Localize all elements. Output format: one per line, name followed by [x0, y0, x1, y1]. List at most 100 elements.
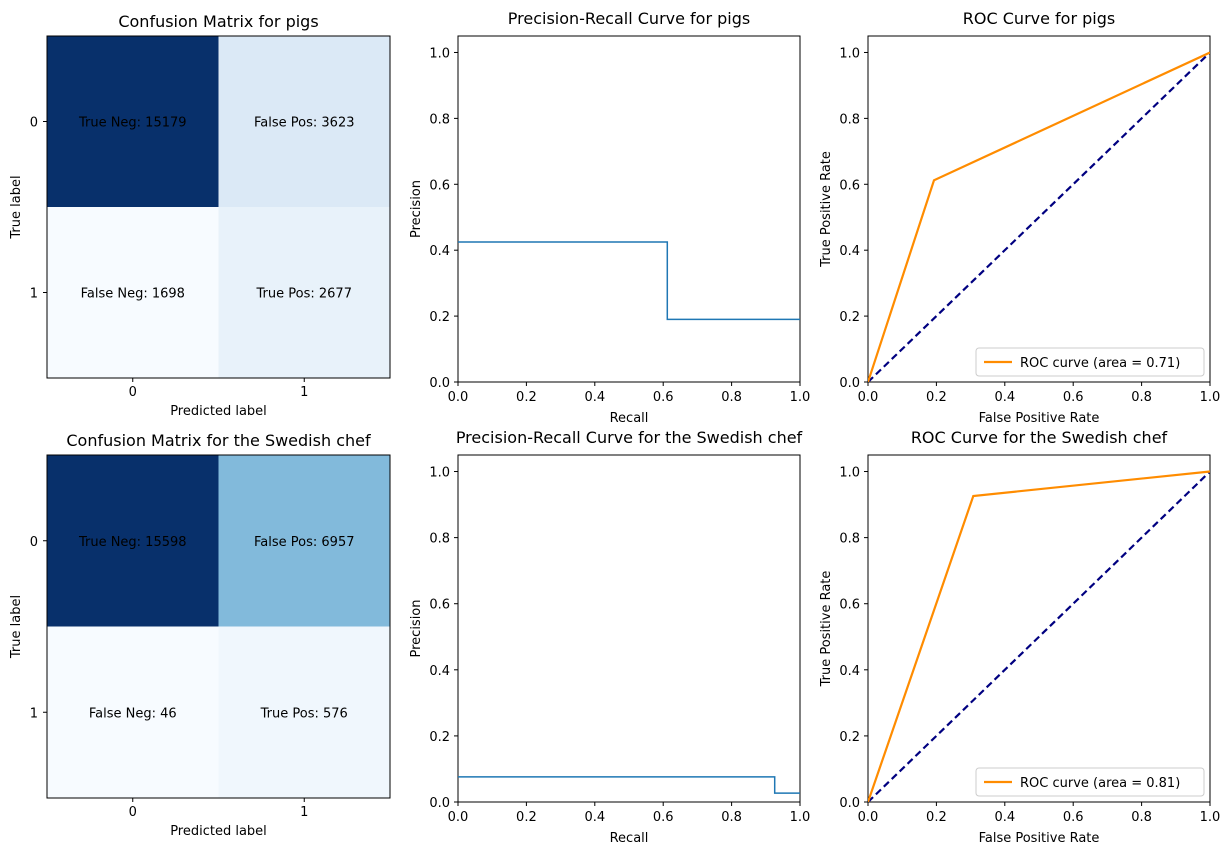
- y-tick-label: 0.6: [839, 598, 860, 613]
- y-axis-label: Precision: [409, 599, 424, 657]
- y-tick-label: 0.0: [839, 796, 860, 811]
- axes-frame: [46, 454, 391, 799]
- x-tick-label: 0.0: [858, 810, 879, 825]
- plot-area: [458, 241, 800, 321]
- x-axis-label: False Positive Rate: [979, 411, 1100, 426]
- confusion-matrix-0: True Neg: 15179 False Pos: 3623 False Neg:…: [9, 12, 391, 419]
- roc-curve-line: [868, 470, 1210, 802]
- legend-label: ROC curve (area = 0.81): [1020, 776, 1180, 791]
- x-tick-label: 0.4: [584, 390, 605, 405]
- axes-frame: [457, 35, 801, 383]
- x-tick-label: 1.0: [790, 390, 811, 405]
- heatmap-cell: [218, 626, 391, 799]
- x-tick-label: 1.0: [1200, 810, 1221, 825]
- y-tick-label: 1.0: [429, 466, 450, 481]
- x-tick-label: 0: [129, 805, 137, 820]
- heatmap-cell: [47, 626, 219, 799]
- heatmap-cell: [47, 207, 219, 379]
- y-tick-label: 0.6: [839, 178, 860, 193]
- chart-title: Precision-Recall Curve for the Swedish c…: [456, 428, 803, 447]
- x-tick-label: 0.0: [448, 810, 469, 825]
- heatmap-cell: [218, 455, 391, 627]
- y-tick-label: 1.0: [839, 46, 860, 61]
- chart-title: Confusion Matrix for pigs: [118, 12, 318, 31]
- y-tick-label: 0: [30, 116, 38, 131]
- heatmap-cell: [47, 36, 219, 208]
- plot-area: [868, 51, 1210, 382]
- chart-title: Precision-Recall Curve for pigs: [508, 9, 750, 28]
- y-tick-label: 0.2: [429, 730, 450, 745]
- x-tick-label: 0.4: [994, 390, 1015, 405]
- y-tick-label: 0.8: [839, 532, 860, 547]
- x-tick-label: 0.2: [516, 390, 537, 405]
- plot-area: [458, 776, 800, 794]
- x-tick-label: 0.8: [1131, 810, 1152, 825]
- x-tick-label: 1: [300, 805, 308, 820]
- axes-frame: [457, 454, 801, 803]
- x-axis-label: Recall: [610, 411, 649, 426]
- y-tick-label: 1.0: [839, 466, 860, 481]
- y-axis-label: True Positive Rate: [819, 571, 834, 688]
- plot-area: [868, 470, 1210, 802]
- x-tick-label: 1: [300, 385, 308, 400]
- legend-box: [975, 767, 1205, 797]
- y-tick-label: 0.8: [839, 112, 860, 127]
- cell-label: False Neg: 1698: [81, 287, 185, 302]
- axes-frame: [867, 35, 1211, 383]
- chance-diagonal-line: [868, 51, 1210, 382]
- y-tick-label: 0.0: [429, 796, 450, 811]
- y-tick-label: 0.2: [839, 310, 860, 325]
- cell-label: False Pos: 6957: [254, 535, 354, 550]
- cell-label: False Pos: 3623: [254, 116, 354, 131]
- y-tick-label: 0.2: [429, 310, 450, 325]
- y-tick-label: 0: [30, 535, 38, 550]
- x-tick-label: 0.8: [721, 390, 742, 405]
- y-tick-label: 0.0: [839, 376, 860, 391]
- legend: ROC curve (area = 0.71): [975, 347, 1205, 377]
- x-tick-label: 1.0: [790, 810, 811, 825]
- cell-label: True Pos: 2677: [256, 287, 352, 302]
- x-tick-label: 0.4: [584, 810, 605, 825]
- y-tick-label: 0.2: [839, 730, 860, 745]
- line-chart-1: 0.0 0.2 0.4 0.6 0.8 1.0 0.0 0.2 0.4 0.6 0.8 1.0 Prec…: [409, 9, 810, 426]
- y-tick-label: 1.0: [429, 46, 450, 61]
- y-tick-label: 1: [30, 706, 38, 721]
- legend: ROC curve (area = 0.81): [975, 767, 1205, 797]
- x-tick-label: 0.2: [926, 810, 947, 825]
- x-tick-label: 0.6: [653, 810, 674, 825]
- x-tick-label: 0.6: [1063, 810, 1084, 825]
- heatmap-cell: [47, 455, 219, 627]
- confusion-matrix-3: True Neg: 15598 False Pos: 6957 False Neg:…: [9, 431, 391, 839]
- x-tick-label: 0.8: [1131, 390, 1152, 405]
- y-tick-label: 0.4: [839, 244, 860, 259]
- x-axis-label: Recall: [610, 831, 649, 846]
- line-chart-4: 0.0 0.2 0.4 0.6 0.8 1.0 0.0 0.2 0.4 0.6 0.8 1.0 Prec…: [409, 428, 810, 846]
- heatmap-cell: [218, 207, 391, 379]
- x-tick-label: 0.0: [858, 390, 879, 405]
- x-tick-label: 0.4: [994, 810, 1015, 825]
- x-axis-label: False Positive Rate: [979, 831, 1100, 846]
- y-axis-label: True label: [9, 175, 24, 239]
- chart-title: ROC Curve for the Swedish chef: [911, 428, 1168, 447]
- y-tick-label: 0.8: [429, 112, 450, 127]
- axes-frame: [867, 454, 1211, 803]
- chance-diagonal-line: [868, 470, 1210, 802]
- y-tick-label: 0.6: [429, 178, 450, 193]
- legend-label: ROC curve (area = 0.71): [1020, 356, 1180, 371]
- x-tick-label: 0.2: [926, 390, 947, 405]
- chart-title: Confusion Matrix for the Swedish chef: [66, 431, 371, 450]
- x-tick-label: 0.8: [721, 810, 742, 825]
- y-tick-label: 0.4: [429, 664, 450, 679]
- y-axis-label: True label: [9, 595, 24, 659]
- cell-label: True Pos: 576: [260, 706, 348, 721]
- y-tick-label: 0.4: [429, 244, 450, 259]
- x-axis-label: Predicted label: [170, 404, 267, 419]
- cell-label: True Neg: 15179: [78, 116, 187, 131]
- cell-label: True Neg: 15598: [78, 535, 187, 550]
- chart-title: ROC Curve for pigs: [963, 9, 1115, 28]
- x-tick-label: 0.0: [448, 390, 469, 405]
- x-tick-label: 0.6: [1063, 390, 1084, 405]
- y-tick-label: 1: [30, 287, 38, 302]
- y-tick-label: 0.4: [839, 664, 860, 679]
